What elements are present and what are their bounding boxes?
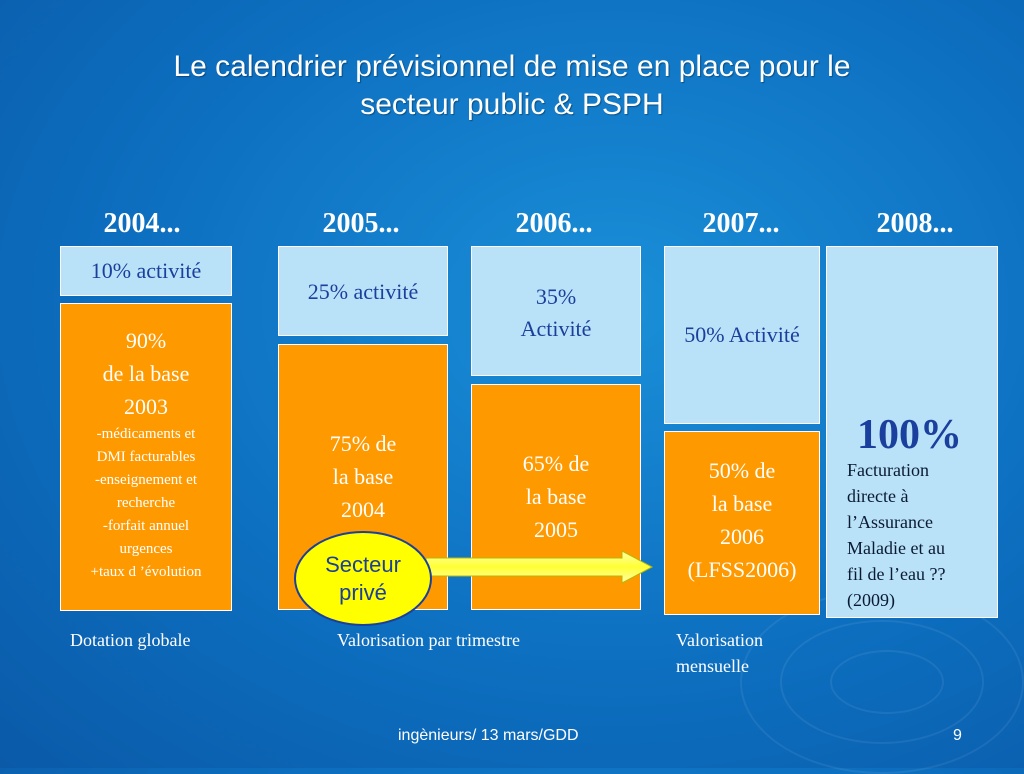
base-percent: 65% de [522,451,590,476]
year-2005: 2005... [322,208,400,239]
fact-line: Maladie et au [847,538,945,558]
fact-line: (2009) [847,590,895,610]
activity-label: 25% activité [307,279,419,304]
base-details: -médicaments et DMI facturables -enseign… [91,423,202,584]
base-percent: 75% de [329,431,397,456]
base-year: 2006 [720,524,764,549]
title-line: Le calendrier prévisionnel de mise en pl… [173,50,851,83]
activity-box-2007: 50% Activité [664,246,820,424]
full-box-2008: 100% Facturation directe à l’Assurance M… [826,246,998,618]
base-box-2004: 90% de la base 2003 -médicaments et DMI … [60,303,232,611]
activity-label: Activité [520,316,592,341]
caption-valorisation-trimestre: Valorisation par trimestre [337,630,520,650]
base-percent: 90% [125,328,167,353]
base-year: 2005 [534,517,578,542]
base-label: de la base [102,361,190,386]
base-year: 2004 [341,497,385,522]
detail-line: -forfait annuel [102,518,190,534]
caption-line: mensuelle [676,656,749,676]
fact-line: directe à [847,486,909,506]
base-percent: 50% de [708,458,776,483]
right-arrow-icon [425,550,654,584]
base-label: la base [525,484,587,509]
detail-line: recherche [116,495,176,511]
base-label: la base [332,464,394,489]
callout-line: Secteur [325,551,401,577]
detail-line: +taux d ’évolution [90,564,202,580]
detail-line: -médicaments et [96,426,196,442]
caption-line: Valorisation [676,630,763,650]
base-law: (LFSS2006) [687,557,797,582]
callout-line: privé [339,579,387,605]
fact-line: l’Assurance [847,512,933,532]
activity-label: 50% Activité [684,322,800,347]
slide-title: Le calendrier prévisionnel de mise en pl… [60,48,964,124]
caption-valorisation-mensuelle: Valorisation mensuelle [676,627,763,679]
fact-line: Facturation [847,460,929,480]
year-2008: 2008... [876,208,954,239]
caption-dotation-globale: Dotation globale [70,630,191,650]
footer-text: ingènieurs/ 13 mars/GDD [398,727,579,744]
activity-percent: 35% [535,284,577,309]
year-2006: 2006... [515,208,593,239]
detail-line: -enseignement et [94,472,198,488]
detail-line: DMI facturables [96,449,196,465]
detail-line: urgences [119,541,173,557]
activity-box-2004: 10% activité [60,246,232,296]
base-label: la base [711,491,773,516]
title-line: secteur public & PSPH [360,88,664,121]
hundred-percent: 100% [857,412,962,458]
decorative-ring [830,650,944,714]
activity-box-2005: 25% activité [278,246,448,336]
year-2004: 2004... [103,208,181,239]
page-number: 9 [953,727,962,744]
facturation-text: Facturation directe à l’Assurance Maladi… [847,457,945,613]
fact-line: fil de l’eau ?? [847,564,946,584]
activity-label: 10% activité [90,258,202,283]
activity-box-2006: 35% Activité [471,246,641,376]
base-year: 2003 [124,394,168,419]
year-2007: 2007... [702,208,780,239]
secteur-prive-callout: Secteur privé [294,531,432,626]
base-box-2007: 50% de la base 2006 (LFSS2006) [664,431,820,615]
